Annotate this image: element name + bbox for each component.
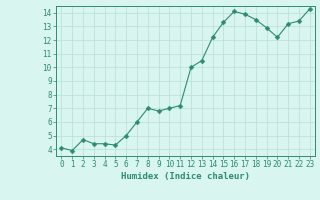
X-axis label: Humidex (Indice chaleur): Humidex (Indice chaleur) <box>121 172 250 181</box>
